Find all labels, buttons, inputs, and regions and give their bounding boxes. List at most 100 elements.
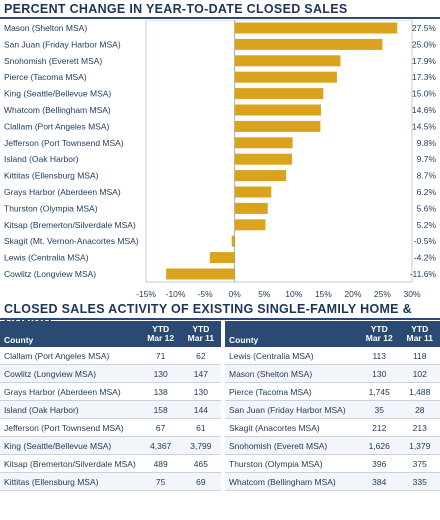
header-ytd-mar11: YTD Mar 11 [399,321,440,347]
header-ytd-mar12-line2: Mar 12 [147,333,175,343]
header-ytd-mar12-line1: YTD [152,324,170,334]
category-label: Jefferson (Port Townsend MSA) [4,138,124,148]
ytd-mar12-cell: 1,626 [358,436,400,455]
bar [234,186,272,198]
header-ytd-mar11-line2: Mar 11 [187,333,215,343]
county-cell: Mason (Shelton MSA) [225,364,359,383]
sales-table-left: County YTD Mar 12 YTD Mar 11 Clallam (Po… [0,321,221,491]
category-label: Island (Oak Harbor) [4,154,79,164]
category-label: Kitsap (Bremerton/Silverdale MSA) [4,220,136,230]
table-row: Clallam (Port Angeles MSA) 71 62 [0,347,221,365]
table-body-right: Lewis (Centralia MSA) 113 118 Mason (Shelto… [225,347,440,491]
category-label: San Juan (Friday Harbor MSA) [4,39,121,49]
value-label: 27.5% [412,23,437,33]
ytd-mar12-cell: 35 [358,400,400,419]
value-label: 5.2% [417,220,437,230]
bar [234,38,383,50]
category-label: King (Seattle/Bellevue MSA) [4,89,111,99]
chart-title-rule [0,17,440,19]
value-label: 25.0% [412,39,437,49]
ytd-mar12-cell: 67 [140,418,181,437]
category-label: Clallam (Port Angeles MSA) [4,121,110,131]
ytd-mar12-cell: 130 [140,364,181,383]
ytd-mar11-cell: 375 [399,454,440,473]
header-county: County [0,321,141,347]
category-label: Grays Harbor (Aberdeen MSA) [4,187,121,197]
table-row: Grays Harbor (Aberdeen MSA) 138 130 [0,382,221,401]
county-cell: Kitsap (Bremerton/Silverdale MSA) [0,454,141,473]
ytd-mar12-cell: 130 [358,364,400,383]
table-row: Thurston (Olympia MSA) 396 375 [225,454,440,473]
header-ytd-mar11: YTD Mar 11 [180,321,221,347]
category-label: Mason (Shelton MSA) [4,23,87,33]
ytd-mar12-cell: 212 [358,418,400,437]
table-header-row: County YTD Mar 12 YTD Mar 11 [225,321,440,347]
header-ytd-mar12: YTD Mar 12 [358,321,400,347]
value-label: 14.6% [412,105,437,115]
county-cell: Skagit (Anacortes MSA) [225,418,359,437]
category-label: Thurston (Olympia MSA) [4,203,98,213]
x-tick-label: 15% [315,289,332,299]
county-cell: Whatcom (Bellingham MSA) [225,472,359,491]
ytd-mar12-cell: 138 [140,382,181,401]
table-body-left: Clallam (Port Angeles MSA) 71 62 Cowlitz (L… [0,347,221,491]
county-cell: Thurston (Olympia MSA) [225,454,359,473]
county-cell: Snohomish (Everett MSA) [225,436,359,455]
bar [234,55,341,67]
ytd-mar11-cell: 144 [180,400,221,419]
plot-frame [145,20,413,283]
ytd-mar12-cell: 396 [358,454,400,473]
county-cell: Clallam (Port Angeles MSA) [0,347,141,365]
x-tick-label: 10% [285,289,302,299]
header-county: County [225,321,359,347]
value-label: 9.8% [417,138,437,148]
ytd-mar12-cell: 384 [358,472,400,491]
table-row: King (Seattle/Bellevue MSA) 4,367 3,799 [0,436,221,455]
category-label: Kittitas (Ellensburg MSA) [4,171,99,181]
bar [234,22,398,34]
ytd-mar11-cell: 62 [180,347,221,365]
table-title-rule [0,318,440,320]
ytd-mar11-cell: 61 [180,418,221,437]
bar [231,235,235,247]
x-tick-label: 20% [344,289,361,299]
header-ytd-mar11-line1: YTD [192,324,210,334]
category-label: Cowlitz (Longview MSA) [4,269,96,279]
ytd-mar11-cell: 69 [180,472,221,491]
bar [234,153,293,165]
ytd-mar12-cell: 71 [140,347,181,365]
sales-table-right: County YTD Mar 12 YTD Mar 11 Lewis (Cent… [225,321,440,491]
ytd-mar11-cell: 465 [180,454,221,473]
ytd-mar12-cell: 113 [358,347,400,365]
value-label: 6.2% [417,187,437,197]
ytd-mar12-cell: 1,745 [358,382,400,401]
bar [234,202,268,214]
x-tick-label: -15% [136,289,156,299]
value-label: 15.0% [412,89,437,99]
category-label: Whatcom (Bellingham MSA) [4,105,111,115]
table-row: Kitsap (Bremerton/Silverdale MSA) 489 465 [0,454,221,473]
bar [209,252,235,264]
table-row: Mason (Shelton MSA) 130 102 [225,364,440,383]
table-row: Skagit (Anacortes MSA) 212 213 [225,418,440,437]
x-tick-label: 25% [374,289,391,299]
bar [234,104,321,116]
table-row: Whatcom (Bellingham MSA) 384 335 [225,472,440,491]
table-row: Kittitas (Ellensburg MSA) 75 69 [0,472,221,491]
value-label: -0.5% [414,236,437,246]
chart-title: PERCENT CHANGE IN YEAR-TO-DATE CLOSED SA… [4,2,348,16]
table-row: San Juan (Friday Harbor MSA) 35 28 [225,400,440,419]
county-cell: Island (Oak Harbor) [0,400,141,419]
category-label: Skagit (Mt. Vernon-Anacortes MSA) [4,236,139,246]
value-label: 8.7% [417,171,437,181]
county-cell: San Juan (Friday Harbor MSA) [225,400,359,419]
value-label: 17.9% [412,56,437,66]
ytd-mar11-cell: 118 [399,347,440,365]
category-label: Lewis (Centralia MSA) [4,253,89,263]
bar-chart: Mason (Shelton MSA) 27.5% San Juan (Friday… [4,20,437,299]
table-row: Snohomish (Everett MSA) 1,626 1,379 [225,436,440,455]
ytd-mar11-cell: 28 [399,400,440,419]
table-header-row: County YTD Mar 12 YTD Mar 11 [0,321,221,347]
x-tick-label: 0% [229,289,242,299]
x-tick-label: 5% [258,289,271,299]
